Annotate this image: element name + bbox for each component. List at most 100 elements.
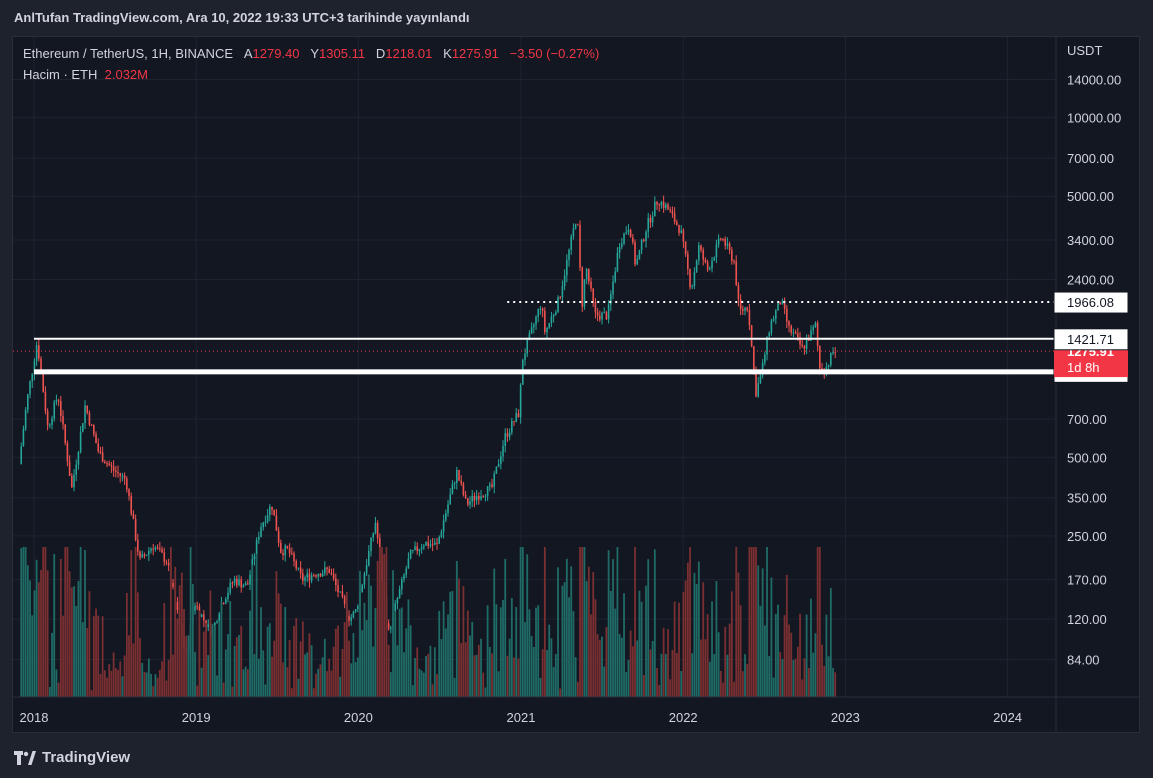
candle-body xyxy=(372,533,375,538)
volume-bar xyxy=(385,547,388,697)
volume-bar xyxy=(816,547,819,697)
candle-body xyxy=(137,539,139,552)
volume-bar xyxy=(123,655,126,697)
candle-body xyxy=(720,238,722,240)
volume-bar xyxy=(277,593,280,697)
price-tick-label: 500.00 xyxy=(1067,450,1107,465)
candle-body xyxy=(706,262,709,270)
volume-bar xyxy=(253,654,256,697)
volume-bar xyxy=(519,547,522,697)
candle-body xyxy=(533,324,535,328)
candle-body xyxy=(484,496,487,498)
candle-body xyxy=(497,464,500,467)
volume-bar xyxy=(308,633,311,697)
volume-bar xyxy=(260,607,262,697)
volume-bar xyxy=(290,688,293,697)
volume-bar xyxy=(812,652,815,697)
volume-bar xyxy=(108,664,111,697)
candle-body xyxy=(101,452,104,462)
volume-bar xyxy=(389,672,392,697)
candle-body xyxy=(715,244,718,258)
volume-bar xyxy=(546,649,548,697)
candle-body xyxy=(779,302,782,305)
candle-body xyxy=(357,606,359,610)
volume-bar xyxy=(746,663,749,697)
candle-body xyxy=(588,269,590,282)
price-chart[interactable]: USDT 84.00 120.00 170.00 250.00 350.00 500.00 7… xyxy=(13,37,1139,732)
volume-bar xyxy=(715,581,718,697)
chart-panel[interactable]: USDT 84.00 120.00 170.00 250.00 350.00 500.00 7… xyxy=(12,36,1140,733)
candle-body xyxy=(339,591,342,593)
volume-bar xyxy=(154,674,157,697)
volume-bar xyxy=(229,601,232,697)
volume-bar xyxy=(20,548,23,697)
close-label: K xyxy=(443,46,452,61)
volume-bar xyxy=(614,608,617,697)
candle-body xyxy=(550,316,553,323)
volume-bar xyxy=(535,607,537,697)
candle-body xyxy=(827,364,830,367)
volume-bar xyxy=(449,591,452,697)
volume-bar xyxy=(75,605,78,697)
volume-bar xyxy=(799,613,801,697)
candle-body xyxy=(654,201,656,217)
volume-bar xyxy=(750,547,753,697)
volume-bar xyxy=(165,680,168,697)
volume-bar xyxy=(475,654,478,697)
candle-body xyxy=(200,614,203,617)
volume-bar xyxy=(68,571,71,697)
candle-body xyxy=(489,484,491,487)
candle-body xyxy=(746,307,749,311)
volume-bar xyxy=(130,550,133,697)
volume-label: Hacim · ETH xyxy=(23,67,98,82)
candle-body xyxy=(695,260,698,273)
candle-body xyxy=(97,443,100,452)
volume-bar xyxy=(618,633,621,697)
candle-body xyxy=(733,261,735,263)
volume-bar xyxy=(200,667,203,697)
volume-bar xyxy=(341,649,344,697)
volume-bar xyxy=(783,615,786,697)
volume-bar xyxy=(352,633,355,697)
time-tick-label: 2019 xyxy=(182,710,211,725)
volume-bar xyxy=(44,547,47,697)
candle-body xyxy=(728,243,731,250)
candle-body xyxy=(264,522,267,524)
volume-bar xyxy=(218,620,221,697)
candle-body xyxy=(830,352,832,365)
candle-body xyxy=(610,294,612,305)
volume-bar xyxy=(585,581,588,697)
candle-body xyxy=(475,496,478,501)
volume-bar xyxy=(145,672,148,697)
price-tick-label: 350.00 xyxy=(1067,491,1107,506)
volume-bar xyxy=(759,605,762,697)
candle-body xyxy=(599,315,601,320)
volume-bar xyxy=(224,649,227,697)
candle-body xyxy=(425,542,427,546)
volume-bars-group xyxy=(20,547,837,697)
volume-bar xyxy=(275,571,278,697)
candle-body xyxy=(614,271,617,282)
volume-bar xyxy=(719,670,722,697)
candle-body xyxy=(51,418,53,425)
volume-bar xyxy=(444,628,447,697)
candle-body xyxy=(75,464,78,475)
volume-bar xyxy=(733,681,735,697)
volume-bar xyxy=(378,547,381,697)
volume-bar xyxy=(22,547,25,697)
volume-bar xyxy=(383,554,386,697)
candle-body xyxy=(310,575,313,581)
candle-body xyxy=(390,627,392,629)
price-tick-label: 14000.00 xyxy=(1067,73,1121,88)
volume-bar xyxy=(436,674,438,697)
volume-bar xyxy=(407,599,410,697)
volume-bar xyxy=(649,649,652,697)
open-label: A xyxy=(243,46,253,61)
candle-body xyxy=(225,599,227,604)
volume-bar xyxy=(642,674,645,697)
volume-bar xyxy=(187,635,190,697)
volume-bar xyxy=(730,591,733,697)
candle-body xyxy=(577,224,579,226)
tradingview-brand[interactable]: TradingView xyxy=(14,749,130,766)
candle-body xyxy=(315,575,317,577)
